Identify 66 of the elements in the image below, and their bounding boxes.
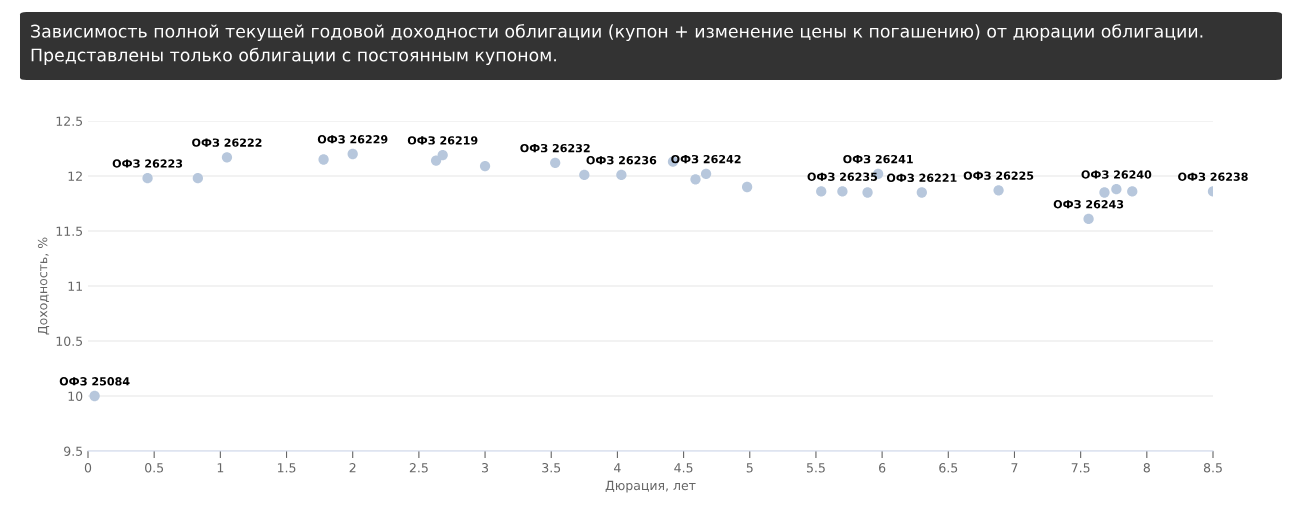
- y-tick-label: 12.5: [56, 116, 83, 126]
- point: [700, 168, 712, 179]
- point: [318, 154, 329, 165]
- annotation: ОФЗ 26238: [1178, 172, 1248, 181]
- point: [993, 185, 1004, 196]
- annotation: ОФЗ 26241: [843, 154, 913, 164]
- point: [192, 173, 203, 184]
- point: [579, 169, 590, 181]
- x-tick-label: 7: [1011, 463, 1018, 473]
- annotation: ОФЗ 26242: [671, 154, 741, 164]
- annotation: ОФЗ 26221: [886, 173, 957, 183]
- annotation: ОФЗ 26235: [807, 172, 878, 181]
- x-tick-label: 4: [614, 463, 621, 473]
- y-tick-label: 10: [68, 391, 83, 401]
- chart-title: Зависимость полной текущей годовой доходности облигации (купон + изменение цены к погашению) от дюрации облигации. Представлены только облигации с постоянным купоном.: [31, 24, 1203, 65]
- x-tick-label: 5.5: [806, 463, 825, 473]
- annotation: ОФЗ 26219: [407, 136, 478, 145]
- annotation: ОФЗ 26225: [963, 171, 1034, 180]
- point: [916, 187, 927, 198]
- x-tick-label: 1: [217, 463, 224, 473]
- point: [690, 174, 701, 185]
- annotation: ОФЗ 26232: [520, 143, 590, 153]
- point: [837, 186, 848, 197]
- point: [741, 181, 753, 193]
- point: [479, 160, 491, 172]
- y-tick-label: 11: [68, 281, 82, 291]
- annotation: ОФЗ 26240: [1081, 170, 1152, 179]
- annotation: ОФЗ 26236: [586, 156, 657, 165]
- x-tick-label: 8.5: [1203, 463, 1222, 473]
- x-tick-label: 6: [879, 463, 886, 473]
- annotation: ОФЗ 26223: [112, 159, 183, 168]
- point: [862, 187, 873, 198]
- point: [1111, 184, 1122, 195]
- point: [616, 169, 627, 181]
- y-tick-label: 11.5: [56, 226, 83, 236]
- y-tick-label: 9.5: [64, 446, 83, 456]
- y-axis-title: Доходность, %: [37, 237, 50, 335]
- point: [347, 148, 358, 160]
- x-tick-label: 8: [1143, 463, 1150, 473]
- annotation: ОФЗ 26222: [192, 138, 262, 147]
- annotation: ОФЗ 26229: [317, 135, 388, 144]
- x-tick-label: 2: [349, 463, 356, 473]
- point: [816, 186, 827, 197]
- annotation: ОФЗ 25084: [59, 377, 130, 386]
- y-tick-label: 12: [68, 171, 82, 181]
- x-axis-title: Дюрация, лет: [605, 480, 696, 493]
- point: [1083, 213, 1094, 225]
- x-tick-label: 7.5: [1071, 463, 1090, 473]
- point: [1127, 186, 1138, 197]
- point: [89, 390, 100, 402]
- x-tick-label: 0: [84, 463, 92, 473]
- annotation: ОФЗ 26243: [1053, 200, 1124, 209]
- point: [1099, 187, 1110, 198]
- x-tick-label: 2.5: [409, 463, 428, 473]
- x-tick-label: 1.5: [277, 463, 296, 473]
- x-tick-label: 0.5: [145, 463, 164, 473]
- point: [550, 157, 561, 168]
- x-tick-label: 3: [482, 463, 489, 473]
- point: [437, 149, 448, 161]
- point: [221, 152, 233, 163]
- x-tick-label: 4.5: [674, 463, 693, 473]
- x-tick-label: 3.5: [542, 463, 561, 473]
- x-tick-label: 5: [746, 463, 753, 473]
- y-tick-label: 10.5: [56, 336, 83, 346]
- point: [142, 173, 153, 184]
- x-tick-label: 6.5: [939, 463, 958, 473]
